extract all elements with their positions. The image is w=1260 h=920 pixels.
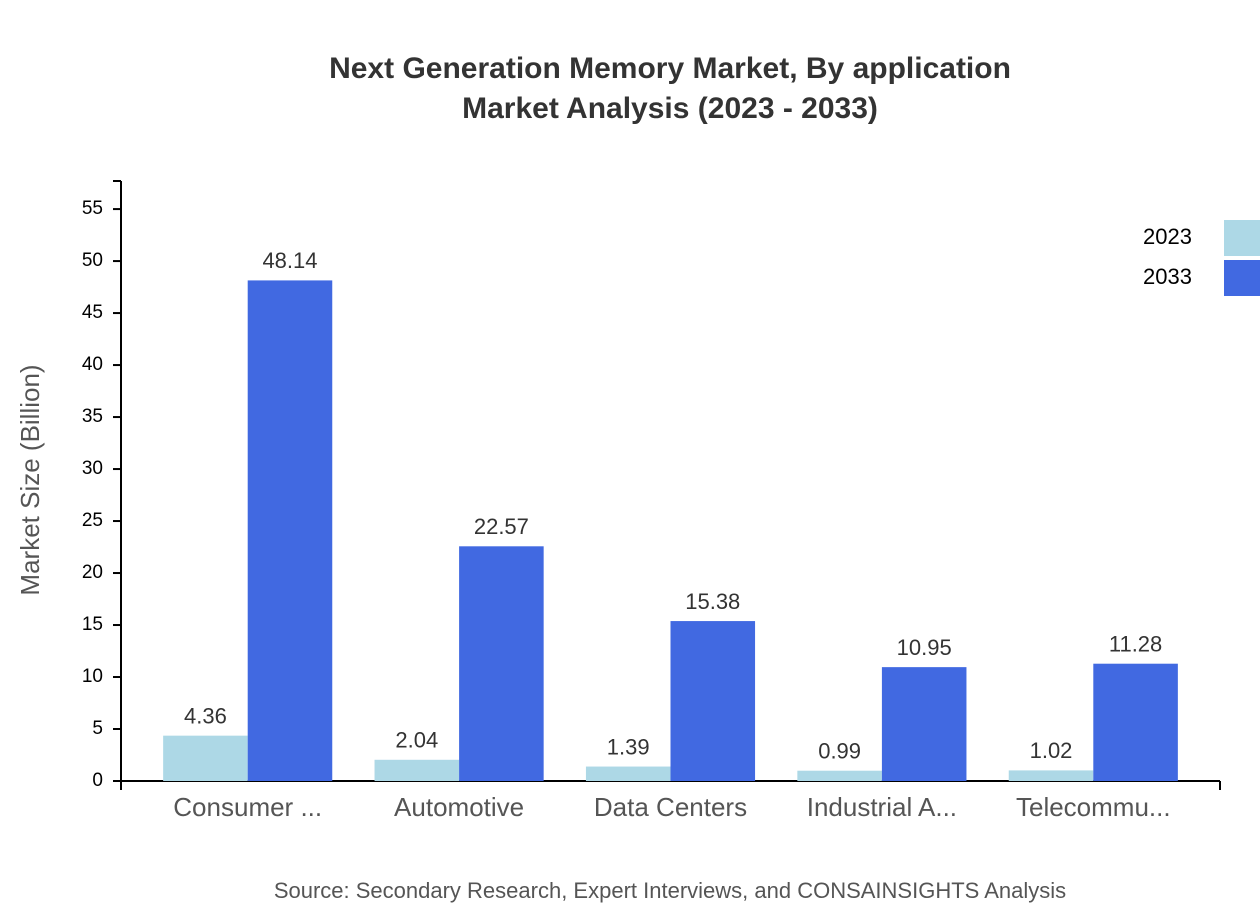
- value-label: 48.14: [262, 248, 317, 273]
- y-tick-label: 45: [82, 302, 103, 323]
- y-tick-label: 20: [82, 562, 103, 583]
- value-label: 2.04: [395, 728, 438, 753]
- bar: [797, 770, 882, 781]
- y-tick-label: 50: [82, 250, 103, 271]
- bar: [881, 667, 967, 781]
- y-tick-label: 5: [92, 718, 103, 739]
- bar: [1093, 663, 1178, 781]
- value-label: 1.02: [1030, 738, 1073, 763]
- bar: [459, 546, 544, 781]
- legend-label: 2033: [1143, 264, 1192, 289]
- value-label: 4.36: [184, 703, 227, 728]
- y-tick-label: 55: [82, 198, 103, 219]
- x-tick-label: Data Centers: [594, 792, 747, 822]
- value-label: 15.38: [685, 589, 740, 614]
- legend-label: 2023: [1143, 224, 1192, 249]
- y-tick-label: 30: [82, 458, 103, 479]
- y-tick-label: 0: [92, 770, 103, 791]
- chart-title: Next Generation Memory Market, By applic…: [329, 52, 1011, 85]
- legend-swatch: [1224, 220, 1260, 256]
- bar: [247, 280, 333, 781]
- value-label: 10.95: [897, 635, 952, 660]
- bar: [374, 759, 460, 781]
- y-axis-label: Market Size (Billion): [15, 364, 45, 595]
- value-label: 22.57: [474, 514, 529, 539]
- bar: [163, 735, 248, 781]
- x-tick-label: Industrial A...: [807, 792, 957, 822]
- source-note: Source: Secondary Research, Expert Inter…: [274, 878, 1066, 903]
- value-label: 1.39: [607, 734, 650, 759]
- bar: [585, 766, 671, 781]
- value-label: 0.99: [818, 739, 861, 764]
- y-tick-label: 15: [82, 614, 103, 635]
- bar: [670, 621, 756, 781]
- y-tick-label: 35: [82, 406, 103, 427]
- legend-swatch: [1224, 260, 1260, 296]
- y-tick-label: 25: [82, 510, 103, 531]
- x-tick-label: Consumer ...: [173, 792, 322, 822]
- y-tick-label: 40: [82, 354, 103, 375]
- y-tick-label: 10: [82, 666, 103, 687]
- x-tick-label: Automotive: [394, 792, 524, 822]
- value-label: 11.28: [1109, 632, 1162, 657]
- bar: [1008, 770, 1094, 781]
- x-tick-label: Telecommu...: [1016, 792, 1171, 822]
- chart-subtitle: Market Analysis (2023 - 2033): [462, 92, 878, 125]
